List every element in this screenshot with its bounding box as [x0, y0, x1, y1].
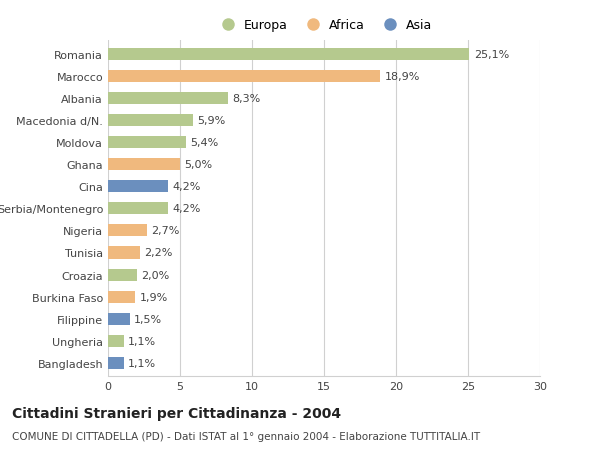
Bar — [108, 115, 193, 127]
Text: 2,2%: 2,2% — [144, 248, 172, 258]
Bar — [108, 137, 186, 149]
Bar — [108, 313, 130, 325]
Text: 1,5%: 1,5% — [134, 314, 162, 324]
Text: 5,4%: 5,4% — [190, 138, 218, 148]
Bar — [108, 247, 140, 259]
Bar — [108, 71, 380, 83]
Bar — [108, 203, 169, 215]
Bar — [108, 225, 147, 237]
Text: 8,3%: 8,3% — [232, 94, 260, 104]
Bar — [108, 269, 137, 281]
Bar — [108, 181, 169, 193]
Text: Cittadini Stranieri per Cittadinanza - 2004: Cittadini Stranieri per Cittadinanza - 2… — [12, 406, 341, 420]
Bar — [108, 291, 136, 303]
Bar — [108, 335, 124, 347]
Text: 4,2%: 4,2% — [173, 204, 201, 214]
Bar — [108, 49, 469, 61]
Text: 4,2%: 4,2% — [173, 182, 201, 192]
Bar — [108, 93, 227, 105]
Legend: Europa, Africa, Asia: Europa, Africa, Asia — [211, 14, 437, 37]
Text: 2,7%: 2,7% — [151, 226, 179, 236]
Bar — [108, 159, 180, 171]
Text: 1,1%: 1,1% — [128, 358, 156, 368]
Text: 18,9%: 18,9% — [385, 72, 420, 82]
Text: 1,1%: 1,1% — [128, 336, 156, 346]
Text: 25,1%: 25,1% — [474, 50, 509, 60]
Bar — [108, 357, 124, 369]
Text: COMUNE DI CITTADELLA (PD) - Dati ISTAT al 1° gennaio 2004 - Elaborazione TUTTITA: COMUNE DI CITTADELLA (PD) - Dati ISTAT a… — [12, 431, 480, 442]
Text: 5,9%: 5,9% — [197, 116, 226, 126]
Text: 5,0%: 5,0% — [184, 160, 212, 170]
Text: 1,9%: 1,9% — [140, 292, 168, 302]
Text: 2,0%: 2,0% — [141, 270, 169, 280]
